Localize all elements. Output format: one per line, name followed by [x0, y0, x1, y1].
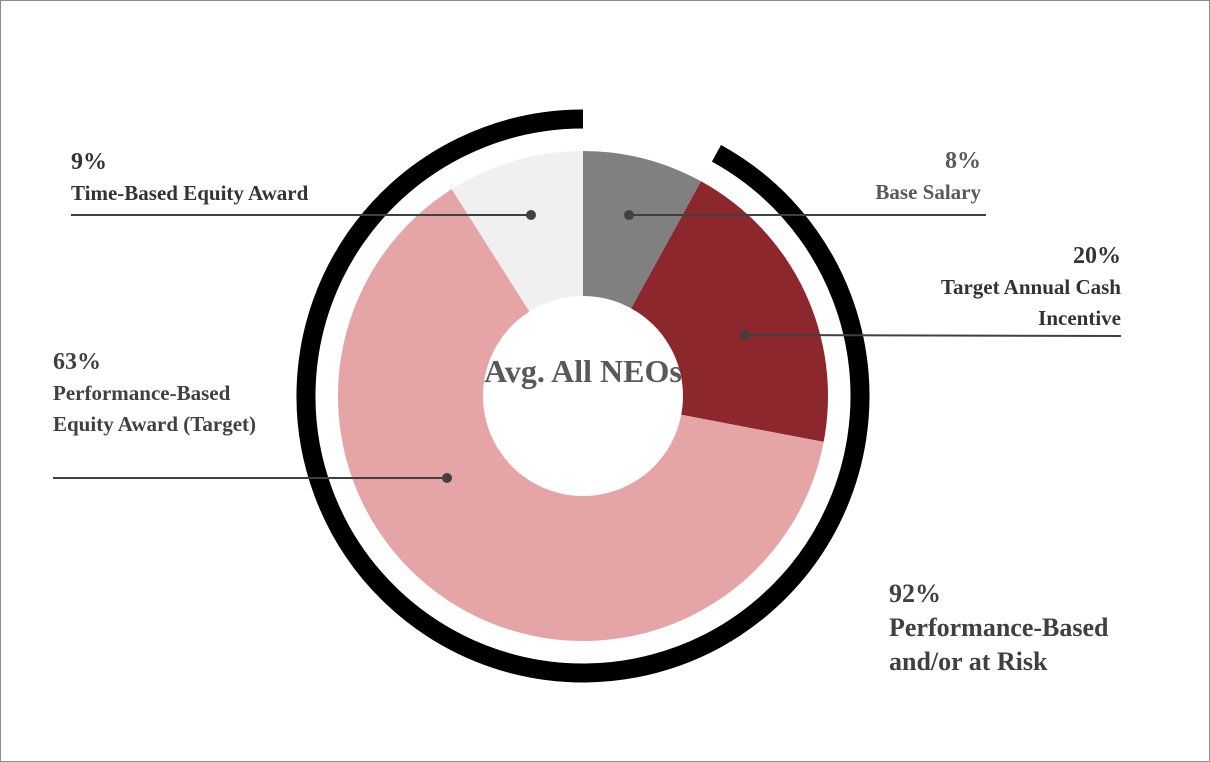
value-label: 8% [945, 148, 981, 174]
leader-line [744, 334, 1122, 337]
slice-label: 63% Performance-Based Equity Award (Targe… [53, 347, 293, 440]
leader-dot [740, 330, 750, 340]
category-label: Performance-Based Equity Award (Target) [53, 381, 257, 436]
category-label: Base Salary [875, 180, 981, 204]
donut-hole [483, 296, 683, 496]
slice-label: 8% Base Salary [781, 146, 981, 208]
value-label: 20% [1073, 243, 1121, 269]
category-label: Time-Based Equity Award [71, 181, 309, 205]
annotation: 92% Performance-Based and/or at Risk [889, 577, 1169, 679]
leader-dot [526, 210, 536, 220]
leader-dot [624, 210, 634, 220]
annotation-value: 92% [889, 579, 941, 608]
slice-label: 9% Time-Based Equity Award [71, 147, 391, 209]
annotation-text: Performance-Based and/or at Risk [889, 613, 1109, 676]
category-label: Target Annual Cash Incentive [940, 275, 1121, 330]
center-label: Avg. All NEOs [484, 353, 682, 389]
leader-dot [442, 473, 452, 483]
slice-label: 20% Target Annual Cash Incentive [881, 241, 1121, 334]
value-label: 9% [71, 149, 107, 175]
value-label: 63% [53, 349, 101, 375]
at-risk-arc [296, 109, 870, 683]
